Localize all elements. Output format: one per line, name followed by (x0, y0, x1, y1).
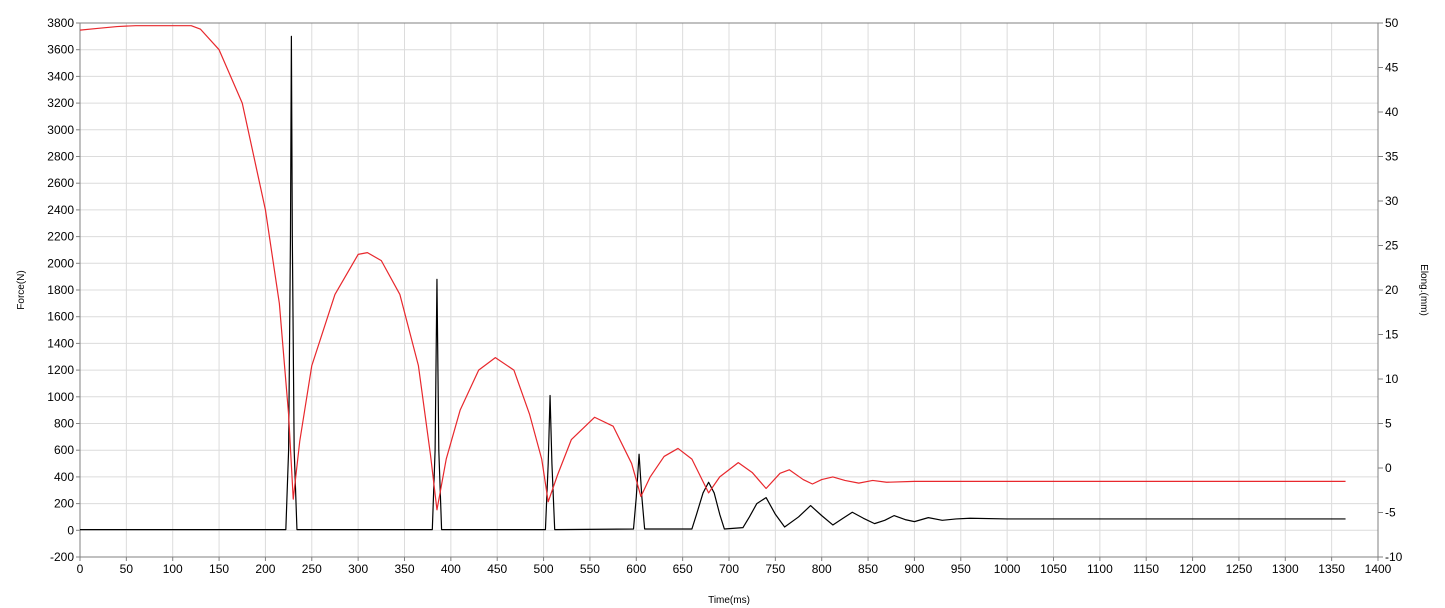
y2-tick-label: 35 (1385, 150, 1399, 164)
y-tick-label: 2000 (47, 256, 74, 270)
x-tick-label: 550 (580, 562, 600, 576)
x-tick-label: 150 (209, 562, 229, 576)
y2-tick-label: 25 (1385, 239, 1399, 253)
y-tick-label: 800 (54, 417, 74, 431)
y-axis-label: Force(N) (16, 270, 27, 309)
y-tick-label: 3800 (47, 16, 74, 30)
x-tick-label: 500 (534, 562, 554, 576)
y-tick-labels: -200 0 200 400 600 800 1000 1200 1400 1600 1800 200… (47, 16, 80, 564)
y-tick-label: 1400 (47, 336, 74, 350)
elongation-series-line (79, 25, 1346, 511)
y-tick-label: 3400 (47, 69, 74, 83)
y-tick-label: 1200 (47, 363, 74, 377)
x-tick-label: 250 (302, 562, 322, 576)
y-tick-label: 1600 (47, 310, 74, 324)
y2-tick-label: -5 (1385, 506, 1396, 520)
x-tick-label: 800 (812, 562, 832, 576)
x-tick-label: 1300 (1272, 562, 1299, 576)
x-tick-label: 1350 (1318, 562, 1345, 576)
y2-tick-label: 40 (1385, 105, 1399, 119)
y2-axis-label: Elong.(mm) (1418, 264, 1429, 316)
y-tick-label: 2600 (47, 176, 74, 190)
x-tick-label: 1250 (1226, 562, 1253, 576)
x-tick-label: 200 (255, 562, 275, 576)
x-tick-label: 1200 (1179, 562, 1206, 576)
x-tick-label: 1400 (1365, 562, 1392, 576)
x-tick-label: 1100 (1087, 562, 1113, 576)
grid-lines (79, 22, 1379, 558)
y-tick-label: 2400 (47, 203, 74, 217)
y2-tick-label: 30 (1385, 194, 1399, 208)
x-tick-label: 50 (120, 562, 134, 576)
y2-tick-label: 20 (1385, 283, 1399, 297)
x-tick-label: 350 (394, 562, 414, 576)
x-tick-label: 600 (626, 562, 646, 576)
x-tick-label: 400 (441, 562, 461, 576)
x-tick-label: 0 (77, 562, 84, 576)
y2-tick-label: 45 (1385, 61, 1399, 75)
x-tick-label: 650 (673, 562, 693, 576)
x-tick-label: 100 (163, 562, 183, 576)
y2-tick-label: 50 (1385, 16, 1399, 30)
x-tick-label: 300 (348, 562, 368, 576)
y-tick-label: 400 (54, 470, 74, 484)
y-tick-label: 3200 (47, 96, 74, 110)
y-tick-label: 1800 (47, 283, 74, 297)
y-tick-label: 3000 (47, 123, 74, 137)
x-tick-label: 850 (858, 562, 878, 576)
y-tick-label: 600 (54, 443, 74, 457)
x-tick-labels: 0 50 100 150 200 250 300 350 400 450 500 550 600 650 7… (77, 557, 1392, 576)
y2-tick-label: 10 (1385, 372, 1399, 386)
x-tick-label: 750 (765, 562, 785, 576)
series-layer (79, 25, 1346, 531)
x-tick-label: 1150 (1133, 562, 1159, 576)
y-tick-label: 0 (67, 523, 74, 537)
x-tick-label: 1000 (994, 562, 1021, 576)
y2-tick-label: -10 (1385, 550, 1403, 564)
y-tick-label: 2200 (47, 230, 74, 244)
y-tick-label: 2800 (47, 150, 74, 164)
y-tick-label: 200 (54, 497, 74, 511)
y2-tick-label: 5 (1385, 417, 1392, 431)
y2-tick-label: 0 (1385, 461, 1392, 475)
x-tick-label: 950 (951, 562, 971, 576)
force-series-line (80, 35, 1346, 531)
y2-tick-label: 15 (1385, 328, 1399, 342)
y-tick-label: -200 (50, 550, 74, 564)
x-tick-label: 1050 (1040, 562, 1067, 576)
x-tick-label: 700 (719, 562, 739, 576)
y-tick-label: 3600 (47, 43, 74, 57)
x-tick-label: 450 (487, 562, 507, 576)
y2-tick-labels: -10 -5 0 5 10 15 20 25 30 35 40 45 50 (1378, 16, 1403, 564)
y-tick-label: 1000 (47, 390, 74, 404)
x-axis-label: Time(ms) (708, 595, 750, 606)
x-tick-label: 900 (904, 562, 924, 576)
